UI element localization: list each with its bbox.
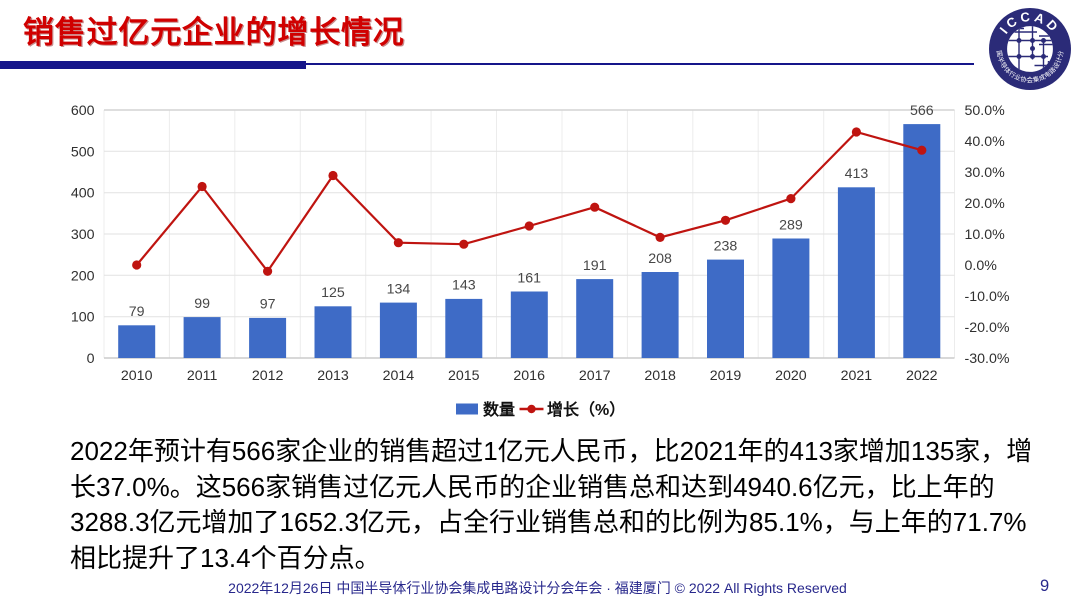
svg-text:2015: 2015	[448, 368, 480, 384]
svg-text:2010: 2010	[121, 368, 153, 384]
svg-text:143: 143	[452, 278, 476, 294]
svg-text:2016: 2016	[513, 368, 545, 384]
svg-text:增长（%）: 增长（%）	[547, 400, 625, 419]
svg-text:500: 500	[71, 144, 95, 160]
svg-text:238: 238	[714, 238, 738, 254]
svg-text:600: 600	[71, 103, 95, 119]
svg-text:2014: 2014	[383, 368, 415, 384]
svg-text:10.0%: 10.0%	[965, 227, 1006, 243]
svg-text:2022: 2022	[906, 368, 938, 384]
svg-text:566: 566	[910, 103, 934, 119]
svg-text:20.0%: 20.0%	[965, 196, 1006, 212]
svg-text:200: 200	[71, 268, 95, 284]
svg-text:289: 289	[779, 217, 803, 233]
svg-text:0.0%: 0.0%	[965, 258, 998, 274]
svg-text:100: 100	[71, 310, 95, 326]
svg-text:125: 125	[321, 285, 345, 301]
svg-text:99: 99	[194, 296, 210, 312]
svg-text:0: 0	[87, 351, 95, 367]
svg-text:40.0%: 40.0%	[965, 134, 1006, 150]
svg-text:-30.0%: -30.0%	[965, 351, 1010, 367]
svg-text:191: 191	[583, 258, 607, 274]
svg-text:数量: 数量	[483, 400, 515, 419]
svg-text:2013: 2013	[317, 368, 349, 384]
svg-text:2020: 2020	[775, 368, 807, 384]
svg-text:2011: 2011	[187, 368, 218, 384]
svg-text:2021: 2021	[841, 368, 873, 384]
svg-text:208: 208	[648, 251, 672, 267]
svg-text:413: 413	[845, 166, 869, 182]
svg-text:50.0%: 50.0%	[965, 103, 1006, 119]
svg-text:161: 161	[517, 270, 541, 286]
svg-text:2012: 2012	[252, 368, 284, 384]
svg-text:30.0%: 30.0%	[965, 165, 1006, 181]
svg-text:300: 300	[71, 227, 95, 243]
svg-text:79: 79	[129, 304, 145, 320]
svg-text:400: 400	[71, 186, 95, 202]
svg-text:134: 134	[387, 281, 411, 297]
svg-text:97: 97	[260, 297, 276, 313]
svg-text:-20.0%: -20.0%	[965, 320, 1010, 336]
svg-text:2019: 2019	[710, 368, 742, 384]
svg-text:2018: 2018	[644, 368, 676, 384]
svg-text:2017: 2017	[579, 368, 611, 384]
svg-text:-10.0%: -10.0%	[965, 289, 1010, 305]
